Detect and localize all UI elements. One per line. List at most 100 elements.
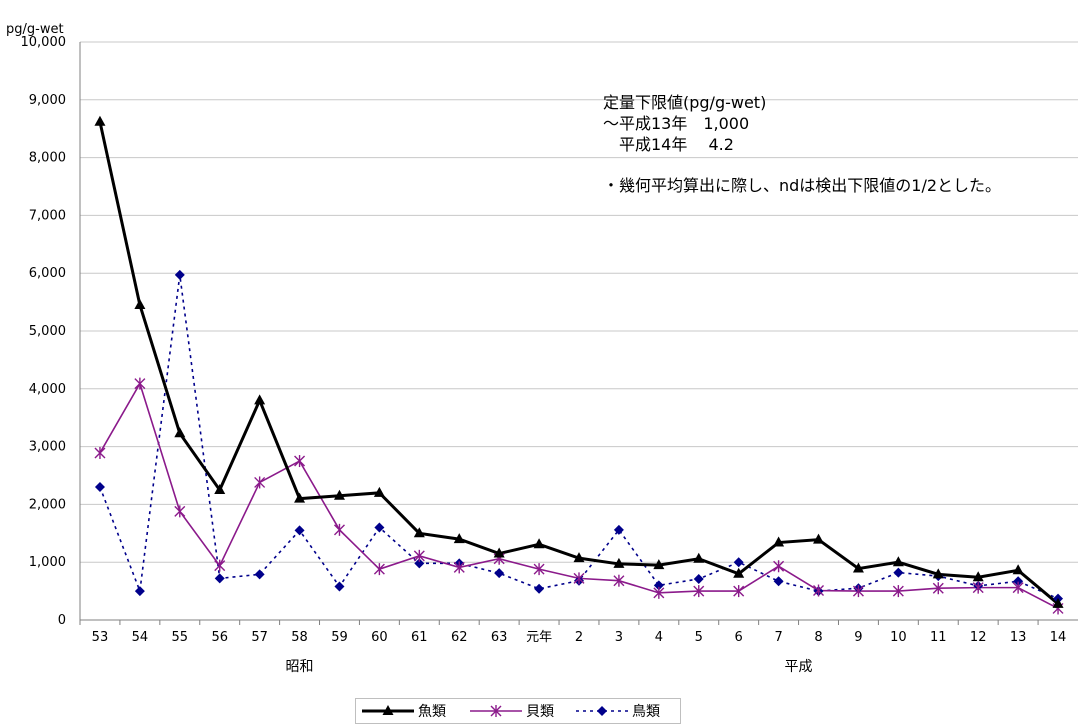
data-point xyxy=(932,582,944,595)
x-tick-label: 57 xyxy=(251,630,268,645)
x-tick-label: 61 xyxy=(411,630,428,645)
data-point xyxy=(373,486,385,497)
data-point xyxy=(490,705,502,717)
y-tick-label: 7,000 xyxy=(29,208,66,223)
y-tick-label: 6,000 xyxy=(29,266,66,281)
data-point xyxy=(932,568,944,579)
data-point xyxy=(534,583,545,594)
y-tick-label: 8,000 xyxy=(29,151,66,166)
x-tick-label: 9 xyxy=(854,630,862,645)
data-point xyxy=(374,522,385,533)
x-tick-label: 62 xyxy=(451,630,468,645)
x-tick-label: 60 xyxy=(371,630,388,645)
annotation-line2: 平成14年 4.2 xyxy=(603,135,734,154)
data-point xyxy=(733,585,745,598)
era-labels: 昭和 平成 xyxy=(286,659,813,675)
data-point xyxy=(294,525,305,536)
data-point xyxy=(693,573,704,584)
data-point xyxy=(254,569,265,580)
x-tick-label: 55 xyxy=(172,630,189,645)
data-point xyxy=(214,483,226,494)
x-tick-label: 2 xyxy=(575,630,583,645)
era-label: 昭和 xyxy=(286,659,314,675)
data-point xyxy=(94,482,105,493)
x-tick-label: 53 xyxy=(92,630,109,645)
annotation-title: 定量下限値(pg/g-wet) xyxy=(603,93,767,112)
data-point xyxy=(693,552,705,563)
legend-label: 魚類 xyxy=(418,704,446,720)
data-point xyxy=(653,580,664,591)
data-point xyxy=(294,455,306,468)
data-point xyxy=(573,552,585,563)
x-tick-label: 8 xyxy=(814,630,822,645)
series-markers xyxy=(94,115,1064,615)
y-tick-label: 5,000 xyxy=(29,324,66,339)
legend-label: 貝類 xyxy=(526,704,554,720)
x-tick-label: 63 xyxy=(491,630,508,645)
y-tick-label: 10,000 xyxy=(21,35,67,50)
y-tick-label: 1,000 xyxy=(29,555,66,570)
x-axis: 53 54 55 56 57 58 59 60 61 62 63 元年 2 3 4 5 6 7 8 9 10 11 12 13… xyxy=(79,620,1066,645)
y-tick-label: 4,000 xyxy=(29,382,66,397)
data-point xyxy=(597,706,607,716)
x-tick-label: 3 xyxy=(615,630,623,645)
y-tick-label: 0 xyxy=(58,613,66,628)
y-unit-label: pg/g-wet xyxy=(6,22,64,37)
x-tick-label: 54 xyxy=(132,630,149,645)
data-point xyxy=(413,527,425,538)
data-point xyxy=(413,549,425,562)
x-tick-label: 58 xyxy=(291,630,308,645)
data-point xyxy=(94,115,106,126)
data-point xyxy=(533,563,545,576)
x-tick-label: 5 xyxy=(695,630,703,645)
data-point xyxy=(773,536,785,547)
x-tick-label: 11 xyxy=(930,630,947,645)
data-point xyxy=(613,557,625,568)
x-tick-label: 元年 xyxy=(526,630,552,645)
y-tick-label: 9,000 xyxy=(29,93,66,108)
data-point xyxy=(653,559,665,570)
data-point xyxy=(134,377,146,390)
legend: 魚類 貝類 鳥類 xyxy=(355,698,681,724)
data-point xyxy=(972,581,984,594)
y-tick-label: 3,000 xyxy=(29,440,66,455)
data-point xyxy=(294,492,306,503)
x-tick-label: 10 xyxy=(890,630,907,645)
data-point xyxy=(382,705,394,715)
gridlines xyxy=(80,41,1078,563)
data-point xyxy=(1012,564,1024,575)
y-axis: 0 1,000 2,000 3,000 4,000 5,000 6,000 7,000 8,00… xyxy=(21,35,1078,628)
data-point xyxy=(893,567,904,578)
data-point xyxy=(174,505,186,518)
data-point xyxy=(852,562,864,573)
data-point xyxy=(494,568,505,579)
era-label: 平成 xyxy=(785,659,813,675)
x-tick-label: 59 xyxy=(331,630,348,645)
data-point xyxy=(613,524,624,535)
data-point xyxy=(333,489,345,500)
data-point xyxy=(813,533,825,544)
data-point xyxy=(813,584,825,597)
x-tick-label: 12 xyxy=(970,630,987,645)
data-point xyxy=(254,476,266,489)
data-point xyxy=(174,269,185,280)
data-point xyxy=(94,446,106,459)
x-tick-label: 13 xyxy=(1010,630,1027,645)
data-point xyxy=(733,557,744,568)
data-point xyxy=(333,523,345,536)
data-point xyxy=(653,586,665,599)
x-tick-label: 56 xyxy=(211,630,228,645)
y-tick-label: 2,000 xyxy=(29,497,66,512)
data-point xyxy=(892,585,904,598)
data-point xyxy=(1013,576,1024,587)
x-tick-label: 4 xyxy=(655,630,663,645)
data-point xyxy=(852,585,864,598)
x-tick-label: 6 xyxy=(735,630,743,645)
data-point xyxy=(493,547,505,558)
data-point xyxy=(453,533,465,544)
data-point xyxy=(134,586,145,597)
data-point xyxy=(693,585,705,598)
data-point xyxy=(414,558,425,569)
data-point xyxy=(214,559,226,572)
